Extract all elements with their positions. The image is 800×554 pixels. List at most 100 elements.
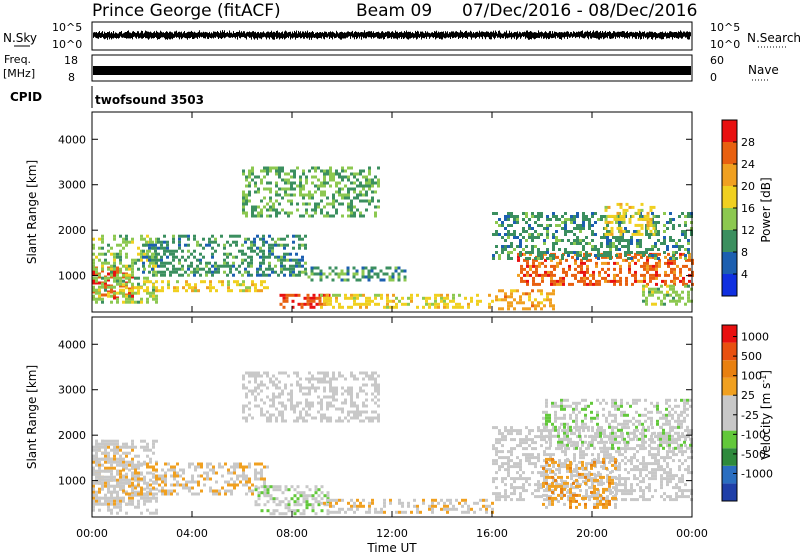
heatmap-cell: [407, 296, 410, 300]
heatmap-cell: [525, 435, 528, 439]
heatmap-cell: [549, 495, 552, 499]
heatmap-cell: [311, 377, 314, 381]
nsky-sample: [111, 32, 112, 40]
heatmap-cell: [558, 248, 561, 251]
heatmap-cell: [395, 510, 398, 514]
heatmap-cell: [341, 202, 344, 206]
heatmap-cell: [332, 178, 335, 182]
heatmap-cell: [295, 264, 298, 268]
heatmap-cell: [218, 492, 221, 496]
heatmap-cell: [166, 243, 169, 247]
heatmap-cell: [205, 261, 208, 265]
heatmap-cell: [281, 500, 285, 504]
heatmap-cell: [140, 300, 143, 304]
heatmap-cell: [625, 282, 628, 286]
nsky-sample: [150, 31, 151, 38]
heatmap-cell: [175, 255, 178, 259]
heatmap-cell: [317, 410, 320, 414]
heatmap-cell: [540, 292, 543, 296]
heatmap-cell: [607, 205, 611, 209]
heatmap-cell: [329, 498, 332, 502]
heatmap-cell: [585, 489, 588, 493]
heatmap-cell: [269, 416, 272, 420]
heatmap-cell: [308, 371, 311, 375]
heatmap-cell: [546, 248, 549, 251]
heatmap-cell: [257, 503, 261, 507]
heatmap-cell: [304, 267, 307, 271]
heatmap-cell: [663, 456, 666, 460]
heatmap-cell: [293, 404, 296, 408]
nave-label: Nave: [748, 63, 779, 77]
heatmap-cell: [646, 282, 649, 286]
heatmap-cell: [580, 276, 583, 280]
heatmap-cell: [684, 284, 687, 288]
heatmap-cell: [278, 485, 282, 489]
heatmap-cell: [537, 215, 540, 218]
heatmap-cell: [673, 282, 676, 286]
heatmap-cell: [669, 474, 672, 478]
heatmap-cell: [561, 257, 564, 260]
heatmap-cell: [684, 450, 687, 454]
heatmap-cell: [552, 242, 555, 245]
heatmap-cell: [199, 258, 202, 262]
heatmap-cell: [149, 237, 152, 241]
nsky-sample: [190, 31, 191, 38]
heatmap-cell: [128, 273, 131, 277]
heatmap-cell: [627, 459, 630, 463]
heatmap-cell: [612, 242, 615, 245]
nsky-sample: [433, 33, 434, 39]
nsky-sample: [393, 32, 394, 39]
heatmap-cell: [211, 240, 214, 244]
heatmap-cell: [167, 468, 170, 472]
heatmap-cell: [624, 444, 627, 448]
heatmap-cell: [546, 468, 549, 472]
heatmap-cell: [621, 498, 624, 502]
heatmap-cell: [646, 258, 649, 262]
heatmap-cell: [513, 465, 516, 469]
heatmap-cell: [552, 257, 555, 260]
heatmap-cell: [555, 230, 558, 233]
heatmap-cell: [561, 239, 564, 242]
heatmap-cell: [526, 282, 529, 286]
heatmap-cell: [131, 442, 134, 446]
heatmap-cell: [532, 270, 535, 274]
nsky-sample: [164, 33, 165, 39]
heatmap-cell: [160, 273, 163, 277]
heatmap-cell: [356, 196, 359, 200]
heatmap-cell: [295, 273, 298, 277]
heatmap-cell: [663, 251, 666, 254]
nsky-sample: [319, 32, 320, 38]
nsky-sample: [448, 33, 449, 38]
heatmap-cell: [537, 426, 540, 430]
heatmap-cell: [302, 184, 305, 188]
heatmap-cell: [520, 267, 523, 271]
nsky-sample: [486, 31, 487, 38]
heatmap-cell: [263, 503, 267, 507]
heatmap-cell: [155, 439, 158, 443]
nsky-sample: [399, 32, 400, 39]
heatmap-cell: [615, 221, 618, 224]
nsky-sample: [168, 32, 169, 39]
nsky-sample: [340, 32, 341, 40]
heatmap-cell: [332, 374, 335, 378]
heatmap-cell: [275, 193, 278, 197]
heatmap-cell: [507, 450, 510, 454]
heatmap-cell: [176, 474, 179, 478]
heatmap-cell: [630, 456, 633, 460]
nsky-sample: [657, 33, 658, 39]
heatmap-cell: [395, 302, 398, 306]
heatmap-cell: [553, 279, 556, 283]
heatmap-cell: [128, 276, 131, 280]
heatmap-cell: [660, 474, 663, 478]
heatmap-cell: [269, 413, 272, 417]
heatmap-cell: [563, 425, 566, 429]
heatmap-cell: [455, 305, 458, 309]
heatmap-cell: [149, 478, 152, 482]
heatmap-cell: [652, 264, 655, 268]
heatmap-cell: [685, 258, 688, 262]
heatmap-cell: [634, 211, 638, 215]
heatmap-cell: [281, 169, 284, 173]
nsky-sample: [227, 31, 228, 37]
heatmap-cell: [643, 273, 646, 277]
heatmap-cell: [98, 490, 101, 494]
